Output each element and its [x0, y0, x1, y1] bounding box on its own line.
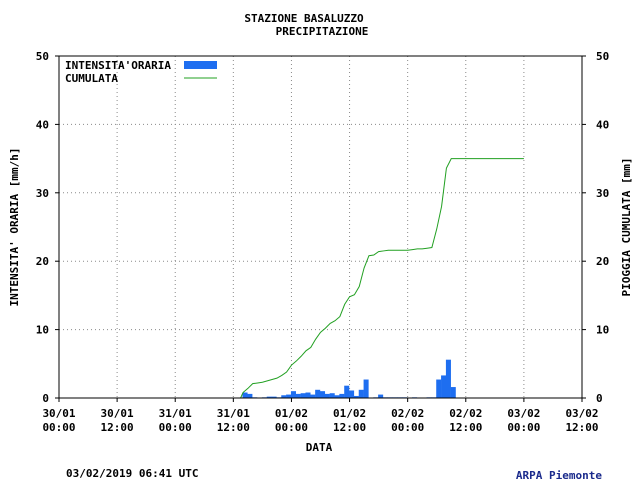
x-tick-label-time: 00:00 [159, 421, 192, 434]
y-axis-left-label: INTENSITA' ORARIA [mm/h] [8, 148, 21, 307]
intensity-bar [450, 387, 456, 398]
x-tick-label-date: 01/02 [275, 407, 308, 420]
y-tick-label-left: 0 [42, 392, 49, 405]
intensity-bar [281, 395, 287, 398]
intensity-bar [445, 359, 451, 398]
x-tick-label-date: 31/01 [159, 407, 192, 420]
x-tick-label-time: 12:00 [217, 421, 250, 434]
x-tick-label-time: 12:00 [449, 421, 482, 434]
y-tick-label-left: 50 [36, 50, 49, 63]
intensity-bar [310, 394, 316, 398]
intensity-bar [349, 390, 355, 398]
intensity-bar [329, 393, 335, 398]
cumulative-line [59, 158, 524, 399]
x-tick-label-time: 00:00 [42, 421, 75, 434]
y-tick-label-left: 20 [36, 255, 49, 268]
intensity-bar [271, 396, 277, 398]
intensity-bar [436, 379, 442, 398]
y-tick-label-left: 10 [36, 324, 49, 337]
intensity-bar [363, 379, 369, 398]
grid [59, 56, 582, 398]
x-tick-label-date: 31/01 [217, 407, 250, 420]
x-tick-label-time: 12:00 [333, 421, 366, 434]
y-tick-label-left: 40 [36, 118, 49, 131]
intensity-bar [378, 394, 384, 398]
x-tick-label-date: 01/02 [333, 407, 366, 420]
legend-line-label: CUMULATA [65, 72, 118, 85]
y-tick-label-right: 50 [596, 50, 609, 63]
y-tick-label-right: 10 [596, 324, 609, 337]
x-tick-label-time: 00:00 [507, 421, 540, 434]
x-tick-label-date: 30/01 [42, 407, 75, 420]
intensity-bar [324, 393, 330, 398]
y-tick-label-right: 30 [596, 187, 609, 200]
intensity-bar [339, 393, 345, 398]
intensity-bar [353, 395, 359, 398]
x-tick-label-date: 02/02 [449, 407, 482, 420]
intensity-bar [300, 393, 306, 398]
y-axis-left: 0 10 20 30 40 50 [36, 50, 59, 405]
legend-bar-swatch [184, 61, 217, 69]
intensity-bar [242, 392, 248, 398]
y-tick-label-left: 30 [36, 187, 49, 200]
x-tick-label-time: 00:00 [275, 421, 308, 434]
y-axis-right: 0 10 20 30 40 50 [582, 50, 609, 405]
x-axis-label: DATA [306, 441, 333, 454]
y-tick-label-right: 20 [596, 255, 609, 268]
x-tick-label-time: 00:00 [391, 421, 424, 434]
intensity-bar [305, 392, 311, 398]
y-axis-right-label: PIOGGIA CUMULATA [mm] [620, 157, 633, 296]
intensity-bar [286, 394, 292, 398]
intensity-bar [290, 391, 296, 398]
intensity-bar [247, 393, 253, 398]
chart-title-line2: PRECIPITAZIONE [276, 25, 369, 38]
footer-timestamp: 03/02/2019 06:41 UTC [66, 467, 198, 480]
intensity-bar [295, 393, 301, 398]
intensity-bar [266, 396, 272, 398]
intensity-bar [358, 389, 364, 398]
intensity-bar [344, 385, 350, 398]
chart-title-line1: STAZIONE BASALUZZO [244, 12, 364, 25]
y-tick-label-right: 0 [596, 392, 603, 405]
cumulative-line-group [59, 158, 524, 399]
intensity-bar [441, 375, 447, 398]
legend-bar-label: INTENSITA'ORARIA [65, 59, 171, 72]
y-tick-label-right: 40 [596, 118, 609, 131]
intensity-bar [320, 391, 326, 398]
x-tick-label-date: 30/01 [101, 407, 134, 420]
x-tick-label-date: 02/02 [391, 407, 424, 420]
legend: INTENSITA'ORARIA CUMULATA [65, 59, 217, 85]
x-tick-label-date: 03/02 [565, 407, 598, 420]
x-tick-label-time: 12:00 [565, 421, 598, 434]
x-tick-label-time: 12:00 [101, 421, 134, 434]
footer-brand: ARPA Piemonte [516, 469, 602, 480]
x-axis: 30/0100:0030/0112:0031/0100:0031/0112:00… [42, 398, 599, 434]
intensity-bar [334, 395, 340, 398]
plot-frame [58, 55, 583, 399]
intensity-bar [315, 389, 321, 398]
x-tick-label-date: 03/02 [507, 407, 540, 420]
